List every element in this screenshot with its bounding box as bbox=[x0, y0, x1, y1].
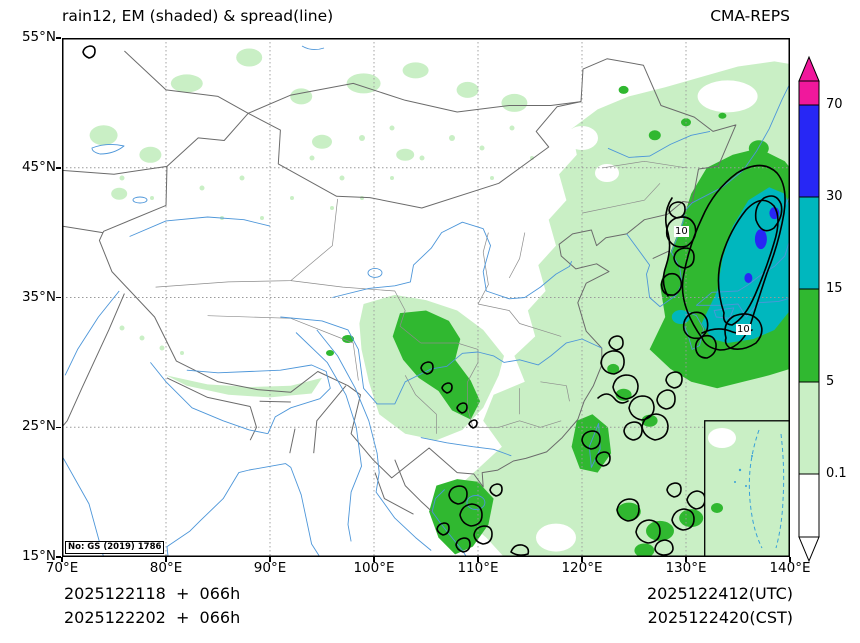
colorbar: 70 30 15 5 0.1 bbox=[797, 55, 859, 567]
y-tick-mark bbox=[56, 556, 61, 558]
contour-value-label: 10 bbox=[674, 226, 689, 237]
y-tick-label-45n: 45°N bbox=[21, 158, 56, 175]
x-tick-label-70e: 70°E bbox=[45, 560, 79, 576]
x-tick-label-120e: 120°E bbox=[561, 560, 603, 576]
y-tick-mark bbox=[56, 37, 61, 39]
x-tick-mark bbox=[477, 557, 479, 562]
valid-time-cst: 2025122420(CST) bbox=[647, 608, 793, 627]
x-tick-mark bbox=[165, 557, 167, 562]
x-tick-mark bbox=[373, 557, 375, 562]
init-time-cst: 2025122202 + 066h bbox=[64, 608, 241, 627]
y-tick-label-25n: 25°N bbox=[21, 418, 56, 435]
map-frame bbox=[62, 38, 790, 557]
inset-south-china-sea bbox=[704, 420, 790, 557]
model-name: CMA-REPS bbox=[710, 7, 790, 25]
colorbar-label-15: 15 bbox=[826, 281, 843, 296]
x-tick-label-90e: 90°E bbox=[253, 560, 287, 576]
x-tick-mark bbox=[61, 557, 63, 562]
x-tick-label-130e: 130°E bbox=[665, 560, 707, 576]
map-svg bbox=[62, 38, 790, 557]
colorbar-svg bbox=[798, 55, 820, 563]
valid-time-utc: 2025122412(UTC) bbox=[647, 584, 793, 603]
colorbar-label-30: 30 bbox=[826, 189, 843, 204]
x-tick-mark bbox=[789, 557, 791, 562]
x-tick-mark bbox=[269, 557, 271, 562]
map-canvas: 10 10 No: GS (2019) 1786 bbox=[62, 38, 790, 557]
contour-value-label: 10 bbox=[736, 324, 751, 335]
y-tick-mark bbox=[56, 296, 61, 299]
x-tick-label-110e: 110°E bbox=[457, 560, 499, 576]
x-tick-mark bbox=[581, 557, 583, 562]
x-tick-mark bbox=[685, 557, 687, 562]
y-tick-label-35n: 35°N bbox=[21, 288, 56, 305]
spread-contours bbox=[82, 45, 786, 556]
map-license-label: No: GS (2019) 1786 bbox=[65, 541, 165, 554]
init-time-utc: 2025122118 + 066h bbox=[64, 584, 241, 603]
y-tick-label-15n: 15°N bbox=[21, 548, 56, 564]
y-tick-mark bbox=[56, 426, 61, 428]
gridlines bbox=[62, 38, 790, 557]
colorbar-label-70: 70 bbox=[826, 97, 843, 112]
y-tick-mark bbox=[56, 167, 61, 169]
x-tick-label-100e: 100°E bbox=[353, 560, 395, 576]
x-tick-label-140e: 140°E bbox=[769, 560, 811, 576]
x-tick-label-80e: 80°E bbox=[149, 560, 183, 576]
colorbar-label-5: 5 bbox=[826, 374, 835, 389]
y-tick-label-55n: 55°N bbox=[21, 29, 56, 45]
colorbar-label-0p1: 0.1 bbox=[826, 466, 847, 481]
plot-title: rain12, EM (shaded) & spread(line) bbox=[62, 7, 334, 25]
